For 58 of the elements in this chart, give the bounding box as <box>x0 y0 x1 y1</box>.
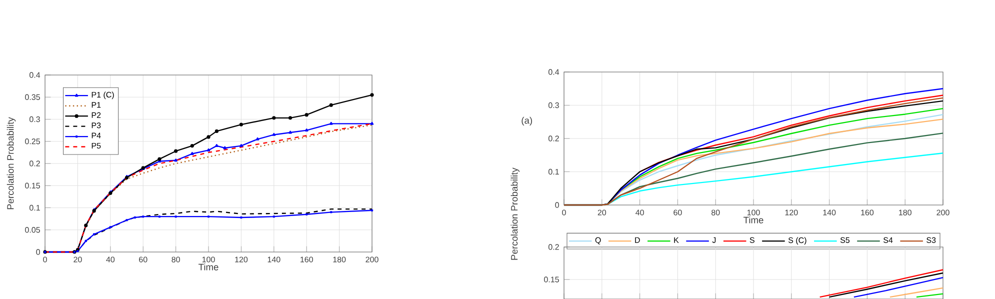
x-tick-label: 100 <box>747 210 760 216</box>
y-tick-label: 0.35 <box>25 94 40 100</box>
x-tick-label: 200 <box>936 210 950 216</box>
legend-label: P2 <box>92 112 101 118</box>
x-tick-label: 200 <box>366 256 378 262</box>
x-tick-label: 160 <box>300 256 313 262</box>
text: (a) <box>522 116 532 126</box>
y-tick-label: 0.4 <box>30 72 40 78</box>
y-tick-label: 0 <box>36 249 40 255</box>
legend-label: J <box>712 237 716 243</box>
x-axis-title: Time <box>198 264 218 270</box>
x-tick-label: 180 <box>899 210 912 216</box>
y-tick-label: 0.1 <box>548 168 559 175</box>
legend-label: S (C) <box>788 237 806 245</box>
x-tick-label: 40 <box>106 256 115 262</box>
legend-label: P4 <box>92 132 101 138</box>
y-tick-label: 0.3 <box>548 102 559 108</box>
x-tick-label: 20 <box>74 256 82 262</box>
legend-label: P3 <box>92 122 101 128</box>
y-tick-label: 0.15 <box>544 276 559 282</box>
x-tick-label: 180 <box>333 256 346 262</box>
legend-label: Q <box>595 237 601 244</box>
y-tick-label: 0.15 <box>25 182 40 188</box>
x-tick-label: 140 <box>823 210 836 216</box>
y-axis-title: Percolation Probability <box>510 168 520 260</box>
legend-label: S <box>750 237 754 243</box>
y-tick-label: 0.2 <box>30 160 40 166</box>
x-tick-label: 120 <box>785 210 798 216</box>
x-tick-label: 120 <box>235 256 248 262</box>
legend-label: P1 (C) <box>92 92 114 100</box>
x-tick-label: 160 <box>861 210 874 216</box>
x-tick-label: 80 <box>712 210 720 216</box>
legend-label: P5 <box>92 142 101 149</box>
x-tick-label: 0 <box>562 210 566 216</box>
legend-label: S4 <box>883 237 893 243</box>
y-tick-label: 0.2 <box>548 244 559 250</box>
legend-label: S3 <box>926 237 936 243</box>
y-tick-label: 0.3 <box>30 116 40 122</box>
x-tick-label: 60 <box>139 256 148 262</box>
x-tick-label: 20 <box>598 210 606 216</box>
x-tick-label: 60 <box>674 210 682 216</box>
x-axis-title: Time <box>744 216 764 224</box>
y-tick-label: 0.05 <box>25 227 40 233</box>
legend-label: K <box>674 237 679 243</box>
y-axis-title: Percolation Probability <box>6 117 16 210</box>
x-tick-label: 140 <box>268 256 280 262</box>
y-tick-label: 0.2 <box>548 136 559 142</box>
legend-label: S5 <box>840 237 850 243</box>
legend-label: P1 <box>92 102 101 108</box>
y-tick-label: 0.4 <box>548 69 560 75</box>
x-tick-label: 0 <box>43 256 47 262</box>
y-tick-label: 0.25 <box>25 138 40 144</box>
legend-label: D <box>635 237 640 243</box>
x-tick-label: 40 <box>636 210 644 216</box>
y-tick-label: 0 <box>555 202 559 208</box>
x-tick-label: 80 <box>172 256 180 262</box>
y-tick-label: 0.1 <box>30 204 40 211</box>
x-tick-label: 100 <box>202 256 215 262</box>
